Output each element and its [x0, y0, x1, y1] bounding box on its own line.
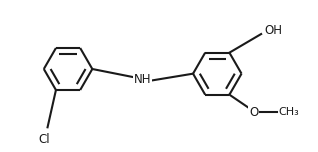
Text: NH: NH	[134, 73, 151, 86]
Text: Cl: Cl	[38, 133, 50, 146]
Text: CH₃: CH₃	[279, 107, 300, 117]
Text: O: O	[249, 106, 258, 119]
Text: OH: OH	[265, 24, 283, 37]
